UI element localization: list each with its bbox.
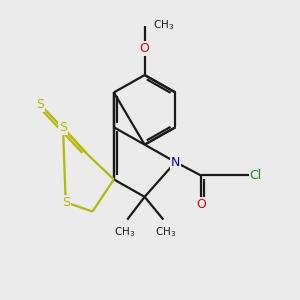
Text: S: S [62, 196, 70, 209]
Text: S: S [36, 98, 44, 111]
Text: O: O [196, 198, 206, 212]
Text: Cl: Cl [250, 169, 262, 182]
Text: N: N [171, 155, 180, 169]
Text: $\mathdefault{CH_3}$: $\mathdefault{CH_3}$ [153, 19, 174, 32]
Text: O: O [140, 42, 150, 55]
Text: $\mathdefault{CH_3}$: $\mathdefault{CH_3}$ [155, 225, 177, 239]
Text: $\mathdefault{CH_3}$: $\mathdefault{CH_3}$ [114, 225, 135, 239]
Text: S: S [59, 121, 67, 134]
